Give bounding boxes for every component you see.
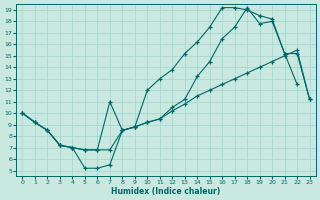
X-axis label: Humidex (Indice chaleur): Humidex (Indice chaleur) [111,187,221,196]
